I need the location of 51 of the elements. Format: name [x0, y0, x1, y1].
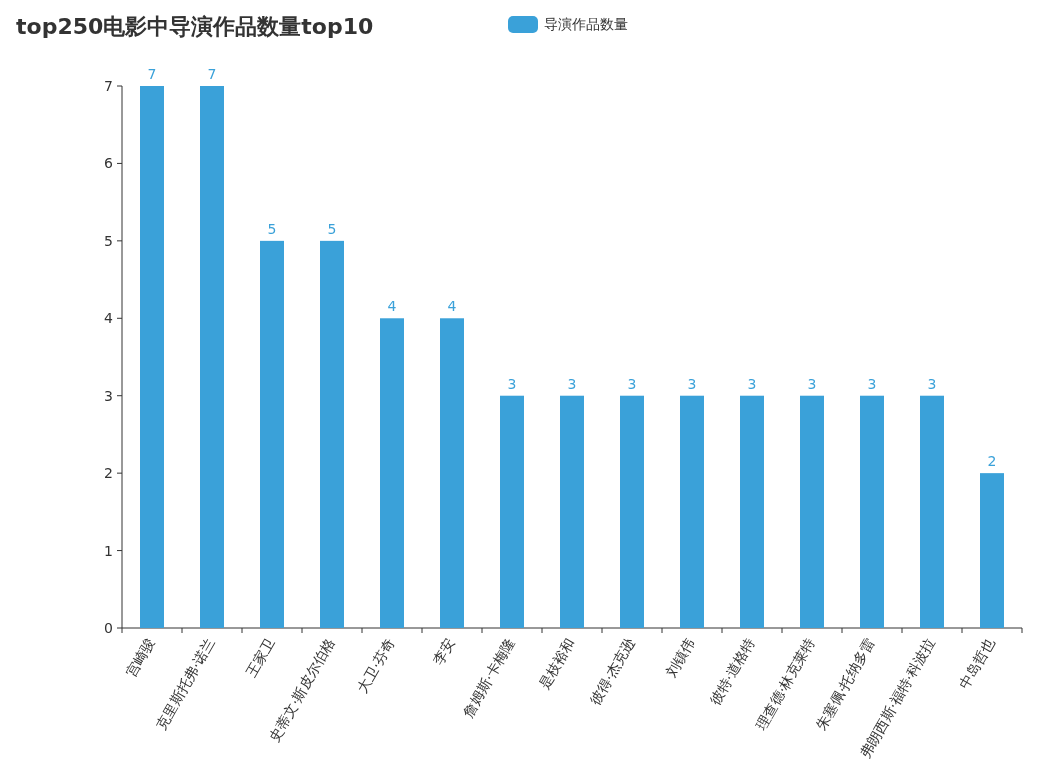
导演作品数量: 7 7 5 5 4 4 3 3 3 3 3 3 3 3 2	[140, 66, 1004, 628]
x-tick-label: 彼特·道格特	[706, 635, 759, 708]
data-label: 4	[447, 298, 457, 315]
data-label: 3	[807, 375, 817, 392]
x-tick-label: 王家卫	[243, 635, 279, 680]
bar	[320, 240, 344, 628]
data-label: 7	[207, 66, 217, 82]
data-label: 2	[987, 453, 997, 470]
y-tick-label: 0	[104, 620, 113, 636]
bar	[500, 395, 524, 628]
data-label: 3	[627, 375, 637, 392]
x-tick-label: 彼得·杰克逊	[586, 635, 639, 708]
x-tick-label: 中岛哲也	[956, 635, 999, 692]
data-label: 4	[387, 298, 397, 315]
bar	[200, 86, 224, 628]
data-label: 5	[267, 220, 277, 237]
x-tick-label: 是枝裕和	[536, 635, 579, 692]
bar	[380, 318, 404, 628]
y-tick-label: 4	[104, 310, 114, 327]
data-label: 3	[927, 375, 937, 392]
bar	[860, 395, 884, 628]
y-tick-label: 1	[104, 542, 113, 559]
data-label: 3	[867, 375, 877, 392]
y-tick-label: 3	[104, 387, 113, 404]
data-label: 3	[747, 375, 757, 392]
bar	[440, 318, 464, 628]
y-tick-label: 7	[104, 78, 113, 94]
x-tick-label: 李安	[430, 635, 459, 668]
bar	[980, 473, 1004, 628]
x-tick-label: 大卫·芬奇	[353, 635, 399, 696]
y-tick-label: 6	[104, 155, 114, 172]
bar	[560, 395, 584, 628]
chart-title: top250电影中导演作品数量top10	[16, 14, 374, 39]
data-label: 3	[567, 375, 577, 392]
legend-label: 导演作品数量	[544, 16, 628, 32]
x-tick-label: 宫崎骏	[123, 635, 159, 680]
bar	[260, 240, 284, 628]
y-tick-label: 2	[104, 465, 113, 482]
x-tick-label: 詹姆斯·卡梅隆	[459, 635, 519, 721]
bar	[740, 395, 764, 628]
y-tick-label: 5	[104, 232, 113, 249]
bar	[140, 86, 164, 628]
bar	[680, 395, 704, 628]
bar	[920, 395, 944, 628]
data-label: 3	[687, 375, 697, 392]
data-label: 7	[147, 66, 157, 82]
data-label: 5	[327, 220, 337, 237]
data-label: 3	[507, 375, 517, 392]
bar	[800, 395, 824, 628]
bar	[620, 395, 644, 628]
x-tick-label: 刘镇伟	[663, 635, 699, 680]
